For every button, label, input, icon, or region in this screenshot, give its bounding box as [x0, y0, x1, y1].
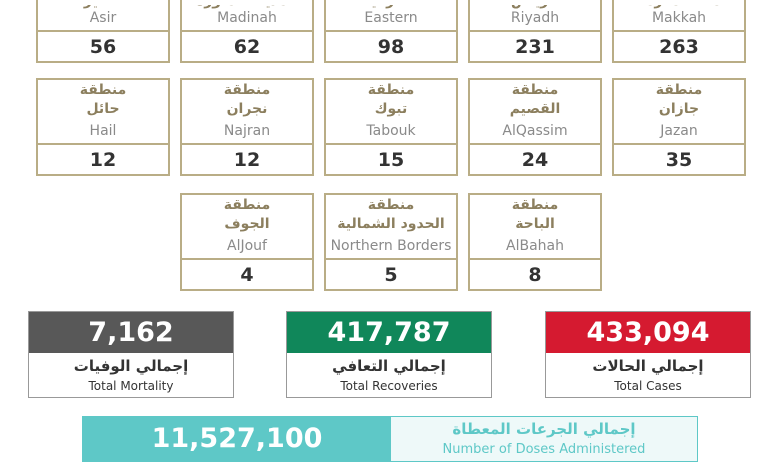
- total-english: Total Recoveries: [340, 379, 438, 393]
- region-arabic: مكة المكرمة: [637, 0, 721, 9]
- total-box: 7,162 إجمالي الوفيات Total Mortality: [28, 311, 234, 398]
- region-value: 263: [659, 36, 699, 58]
- region-card: عسير Asir 56: [36, 0, 170, 63]
- region-prefix: منطقة: [367, 197, 415, 213]
- region-card: منطقة القصيم AlQassim 24: [468, 78, 602, 176]
- region-prefix: منطقة: [223, 82, 271, 98]
- region-value: 5: [384, 264, 398, 286]
- region-english: Madinah: [217, 10, 277, 26]
- total-english: Total Mortality: [88, 379, 174, 393]
- region-english: Hail: [89, 123, 117, 139]
- region-english: Tabouk: [366, 123, 416, 139]
- region-value: 231: [515, 36, 555, 58]
- divider: [326, 143, 456, 145]
- total-value: 7,162: [29, 312, 233, 353]
- total-box: 433,094 إجمالي الحالات Total Cases: [545, 311, 751, 398]
- total-box: 417,787 إجمالي التعافي Total Recoveries: [286, 311, 492, 398]
- doses-english: Number of Doses Administered: [442, 442, 646, 457]
- region-arabic: الجوف: [224, 216, 270, 232]
- region-value: 56: [89, 36, 117, 58]
- doses-arabic: إجمالي الجرعات المعطاة: [452, 420, 636, 438]
- region-prefix: منطقة: [511, 197, 559, 213]
- total-arabic: إجمالي التعافي: [332, 357, 446, 375]
- region-arabic: الباحة: [515, 216, 555, 232]
- region-arabic: المدينة المنورة: [195, 0, 299, 9]
- region-value: 98: [377, 36, 405, 58]
- region-value: 24: [521, 149, 549, 171]
- region-card: المدينة المنورة Madinah 62: [180, 0, 314, 63]
- region-card: منطقة الباحة AlBahah 8: [468, 193, 602, 291]
- region-value: 62: [233, 36, 261, 58]
- region-value: 4: [240, 264, 254, 286]
- region-english: Jazan: [660, 123, 698, 139]
- region-card: الشرقية Eastern 98: [324, 0, 458, 63]
- region-arabic: الرياض: [510, 0, 560, 9]
- divider: [470, 258, 600, 260]
- total-arabic: إجمالي الحالات: [592, 357, 704, 375]
- divider: [326, 258, 456, 260]
- region-card: منطقة تبوك Tabouk 15: [324, 78, 458, 176]
- region-english: Eastern: [364, 10, 418, 26]
- divider: [38, 30, 168, 32]
- region-card: مكة المكرمة Makkah 263: [612, 0, 746, 63]
- region-value: 12: [89, 149, 117, 171]
- region-value: 8: [528, 264, 542, 286]
- region-card: منطقة الجوف AlJouf 4: [180, 193, 314, 291]
- region-card: منطقة جازان Jazan 35: [612, 78, 746, 176]
- region-english: Riyadh: [510, 10, 560, 26]
- region-card: الرياض Riyadh 231: [468, 0, 602, 63]
- total-english: Total Cases: [614, 379, 682, 393]
- total-arabic: إجمالي الوفيات: [73, 357, 189, 375]
- region-value: 15: [377, 149, 405, 171]
- region-card: منطقة حائل Hail 12: [36, 78, 170, 176]
- region-arabic: جازان: [658, 101, 700, 117]
- region-english: AlJouf: [227, 238, 267, 254]
- region-arabic: نجران: [226, 101, 268, 117]
- region-english: AlBahah: [506, 238, 564, 254]
- region-arabic: الشرقية: [362, 0, 420, 9]
- divider: [614, 143, 744, 145]
- region-arabic: تبوك: [374, 101, 408, 117]
- region-english: Northern Borders: [330, 238, 452, 254]
- region-arabic: الحدود الشمالية: [337, 216, 445, 232]
- divider: [614, 30, 744, 32]
- total-value: 433,094: [546, 312, 750, 353]
- region-arabic: حائل: [86, 101, 120, 117]
- total-value: 417,787: [287, 312, 491, 353]
- region-card: منطقة الحدود الشمالية Northern Borders 5: [324, 193, 458, 291]
- region-english: Asir: [89, 10, 117, 26]
- region-prefix: منطقة: [223, 197, 271, 213]
- region-value: 12: [233, 149, 261, 171]
- region-value: 35: [665, 149, 693, 171]
- divider: [182, 258, 312, 260]
- region-card: منطقة نجران Najran 12: [180, 78, 314, 176]
- divider: [182, 143, 312, 145]
- region-english: AlQassim: [502, 123, 568, 139]
- region-english: Najran: [223, 123, 271, 139]
- region-arabic: القصيم: [509, 101, 561, 117]
- region-prefix: منطقة: [655, 82, 703, 98]
- region-prefix: منطقة: [79, 82, 127, 98]
- divider: [326, 30, 456, 32]
- region-english: Makkah: [651, 10, 707, 26]
- region-arabic: عسير: [83, 0, 123, 9]
- divider: [470, 30, 600, 32]
- region-prefix: منطقة: [367, 82, 415, 98]
- region-prefix: منطقة: [511, 82, 559, 98]
- divider: [182, 30, 312, 32]
- divider: [38, 143, 168, 145]
- doses-value: 11,527,100: [83, 417, 391, 461]
- divider: [470, 143, 600, 145]
- doses-box: 11,527,100 إجمالي الجرعات المعطاة Number o…: [82, 416, 698, 462]
